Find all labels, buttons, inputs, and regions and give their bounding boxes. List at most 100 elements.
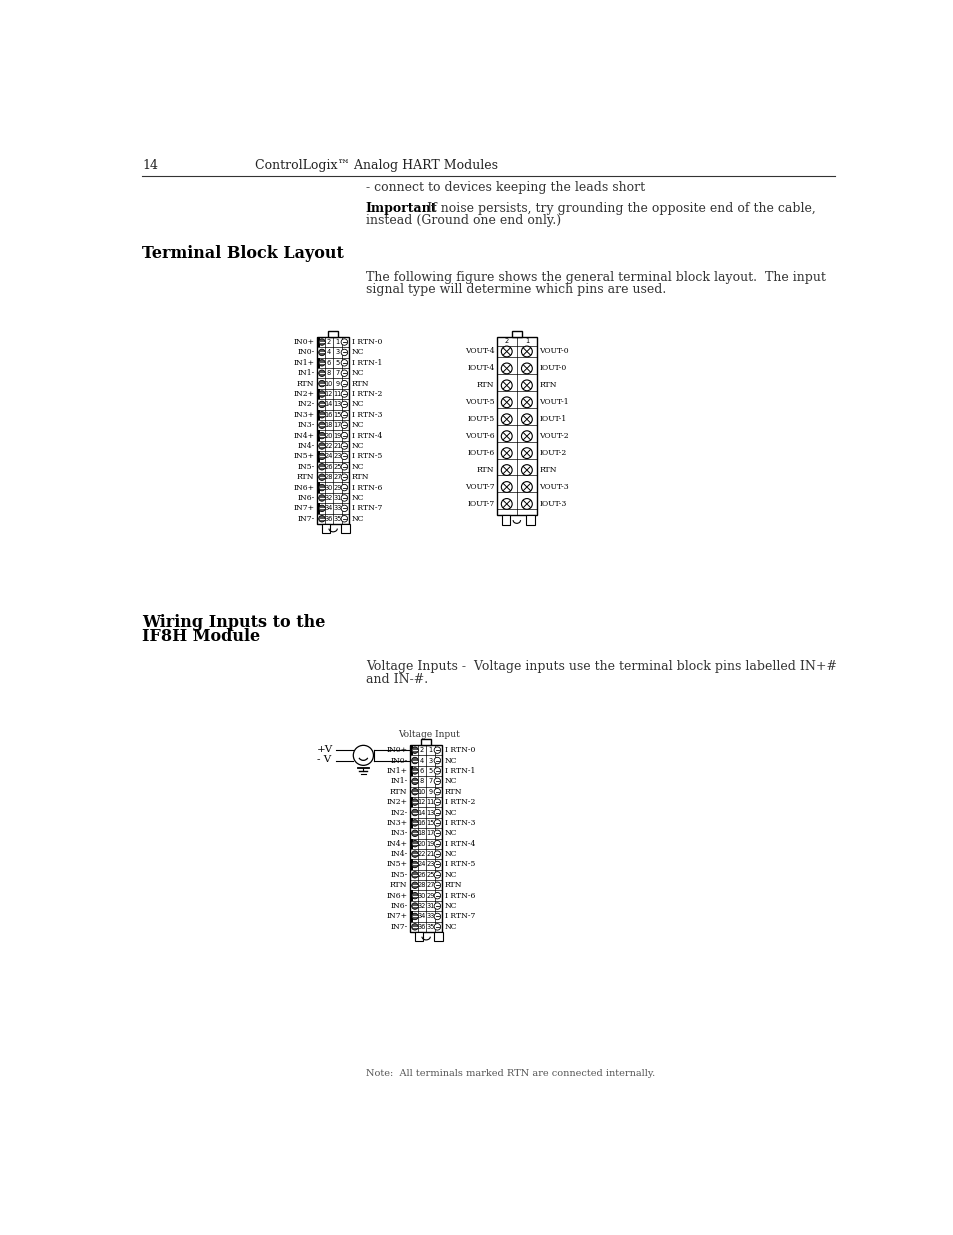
Circle shape xyxy=(412,882,417,888)
Text: IN6+: IN6+ xyxy=(294,484,314,492)
Circle shape xyxy=(341,350,347,356)
Bar xyxy=(497,337,537,515)
Circle shape xyxy=(318,359,325,366)
Text: 23: 23 xyxy=(426,862,435,867)
Bar xyxy=(410,745,413,756)
Text: VOUT-5: VOUT-5 xyxy=(464,399,494,406)
Text: RTN: RTN xyxy=(390,882,407,889)
Text: Voltage Inputs -  Voltage inputs use the terminal block pins labelled IN+#: Voltage Inputs - Voltage inputs use the … xyxy=(365,661,836,673)
Circle shape xyxy=(434,809,440,816)
Text: NC: NC xyxy=(352,442,364,450)
Circle shape xyxy=(434,841,440,847)
Text: 6: 6 xyxy=(327,359,331,366)
Text: IOUT-6: IOUT-6 xyxy=(467,450,494,457)
Bar xyxy=(316,503,319,514)
Text: 17: 17 xyxy=(426,830,435,836)
Circle shape xyxy=(500,363,512,374)
Circle shape xyxy=(318,422,325,429)
Text: 32: 32 xyxy=(417,903,426,909)
Text: 3: 3 xyxy=(524,351,528,357)
Text: 11: 11 xyxy=(522,419,531,425)
Text: VOUT-0: VOUT-0 xyxy=(538,347,568,356)
Text: IN3+: IN3+ xyxy=(294,411,314,419)
Text: ControlLogix™ Analog HART Modules: ControlLogix™ Analog HART Modules xyxy=(254,159,497,172)
Circle shape xyxy=(521,499,532,509)
Text: 32: 32 xyxy=(324,495,333,501)
Text: 33: 33 xyxy=(426,914,434,920)
Text: 5: 5 xyxy=(335,359,339,366)
Text: 16: 16 xyxy=(324,411,333,417)
Text: 14: 14 xyxy=(502,436,511,441)
Text: IN4-: IN4- xyxy=(297,442,314,450)
Text: 5: 5 xyxy=(428,768,432,774)
Bar xyxy=(434,932,442,941)
Text: Voltage Input: Voltage Input xyxy=(397,730,459,740)
Text: IN1+: IN1+ xyxy=(294,359,314,367)
Bar xyxy=(341,524,350,534)
Text: NC: NC xyxy=(444,923,456,931)
Bar xyxy=(410,766,413,776)
Circle shape xyxy=(500,464,512,475)
Text: IN7-: IN7- xyxy=(297,515,314,522)
Bar xyxy=(328,331,337,337)
Text: IN1+: IN1+ xyxy=(386,767,407,774)
Text: 31: 31 xyxy=(333,495,341,501)
Text: I RTN-2: I RTN-2 xyxy=(444,798,475,806)
Text: 8: 8 xyxy=(327,370,331,377)
Text: 22: 22 xyxy=(417,851,426,857)
Circle shape xyxy=(412,830,417,836)
Text: IN3+: IN3+ xyxy=(386,819,407,827)
Text: 23: 23 xyxy=(333,453,341,459)
Text: IN4+: IN4+ xyxy=(386,840,407,847)
Text: 24: 24 xyxy=(324,453,333,459)
Circle shape xyxy=(500,346,512,357)
Circle shape xyxy=(500,448,512,458)
Circle shape xyxy=(318,453,325,459)
Text: IN2-: IN2- xyxy=(297,400,314,409)
Text: RTN: RTN xyxy=(390,788,407,795)
Circle shape xyxy=(412,851,417,857)
Bar xyxy=(316,337,349,524)
Text: 35: 35 xyxy=(426,924,435,930)
Bar xyxy=(415,932,423,941)
Text: NC: NC xyxy=(444,902,456,910)
Text: 30: 30 xyxy=(417,893,426,899)
Text: 13: 13 xyxy=(333,401,341,408)
Circle shape xyxy=(318,411,325,417)
Text: IN0+: IN0+ xyxy=(294,338,314,346)
Circle shape xyxy=(341,370,347,377)
Circle shape xyxy=(412,872,417,878)
Text: 1: 1 xyxy=(335,340,339,345)
Text: :  If noise persists, try grounding the opposite end of the cable,: : If noise persists, try grounding the o… xyxy=(415,203,815,215)
Circle shape xyxy=(341,453,347,459)
Text: IN6+: IN6+ xyxy=(386,892,407,899)
Text: 9: 9 xyxy=(524,401,528,408)
Text: - connect to devices keeping the leads short: - connect to devices keeping the leads s… xyxy=(365,180,644,194)
Text: 35: 35 xyxy=(333,516,341,521)
Text: 8: 8 xyxy=(419,778,423,784)
Circle shape xyxy=(341,463,347,471)
Text: 15: 15 xyxy=(426,820,435,826)
Text: 6: 6 xyxy=(419,768,423,774)
Circle shape xyxy=(353,746,373,766)
Circle shape xyxy=(318,380,325,387)
Text: 13: 13 xyxy=(522,436,531,441)
Circle shape xyxy=(521,431,532,442)
Circle shape xyxy=(318,463,325,471)
Circle shape xyxy=(318,484,325,490)
Text: IN5+: IN5+ xyxy=(294,452,314,461)
Bar xyxy=(410,839,413,848)
Text: I RTN-0: I RTN-0 xyxy=(352,338,382,346)
Circle shape xyxy=(412,747,417,753)
Circle shape xyxy=(412,893,417,899)
Circle shape xyxy=(500,380,512,390)
Text: 19: 19 xyxy=(426,841,434,847)
Text: 12: 12 xyxy=(417,799,426,805)
Circle shape xyxy=(318,338,325,346)
Circle shape xyxy=(341,495,347,501)
Text: I RTN-7: I RTN-7 xyxy=(352,504,382,513)
Text: RTN: RTN xyxy=(352,473,369,482)
Circle shape xyxy=(434,924,440,930)
Text: 15: 15 xyxy=(522,452,531,458)
Circle shape xyxy=(521,464,532,475)
